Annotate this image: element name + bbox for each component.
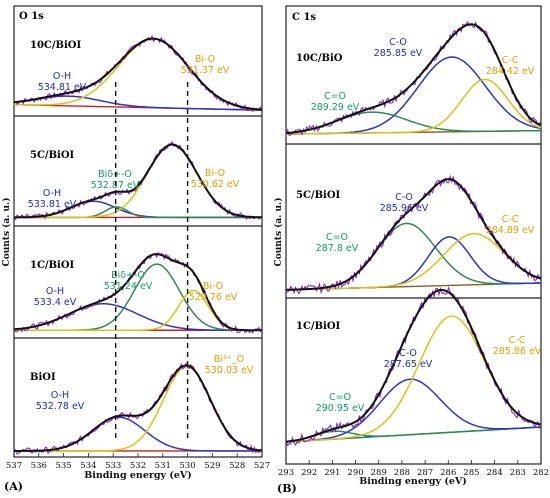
x-tick-label: 288: [394, 468, 410, 478]
x-tick-label: 531: [155, 461, 171, 471]
peak-name-label: Bi-O: [195, 54, 215, 65]
x-tick-label: 292: [301, 468, 317, 478]
peak-energy-label: 533.81 eV: [28, 199, 77, 210]
x-tick-label: 534: [80, 461, 96, 471]
x-tick-label: 286: [440, 468, 456, 478]
peak-energy-label: 530.03 eV: [205, 365, 254, 376]
peak-yellow: [286, 78, 542, 135]
panel-b-title: C 1s: [292, 12, 316, 23]
peak-name-label: C-O: [395, 192, 413, 203]
raw-spectrum: [286, 174, 542, 295]
peak-energy-label: 533.4 eV: [34, 297, 77, 308]
fitted-envelope: [285, 23, 542, 135]
peak-name-label: O-H: [46, 286, 64, 297]
x-tick-label: 535: [55, 461, 71, 471]
x-tick-label: 287: [417, 468, 433, 478]
peak-energy-label: 287.65 eV: [384, 359, 433, 370]
peak-name-label: C-O: [389, 37, 407, 48]
panel-a-title: O 1s: [19, 11, 44, 22]
peak-energy-label: 285.86 eV: [493, 346, 542, 357]
panel-a-y-label: Counts (a. u.): [1, 198, 12, 267]
panel-b-x-axis: 293 292 291 290 289 288 287 286 285 284 283 282: [278, 460, 549, 478]
panel-a-x-label: Binding energy (eV): [84, 470, 192, 481]
fitted-envelope: [14, 143, 262, 219]
x-tick-label: 532: [130, 461, 146, 471]
x-tick-label: 537: [6, 461, 22, 471]
peak-energy-label: 531.37 eV: [181, 65, 230, 76]
peak-name-label: O-H: [53, 71, 71, 82]
peak-energy-label: 530.62 eV: [191, 179, 240, 190]
peak-blue: [285, 378, 542, 443]
fitted-envelope: [13, 37, 263, 111]
peak-energy-label: 284.42 eV: [486, 66, 535, 77]
sample-label: 5C/BiOI: [296, 190, 341, 201]
x-tick-label: 293: [278, 468, 294, 478]
sample-label: 10C/BiOI: [30, 40, 81, 51]
panel-b-y-label: Counts (a. u.): [273, 198, 284, 267]
fitted-envelope: [14, 364, 263, 452]
fitted-envelope: [13, 253, 262, 332]
x-tick-label: 530: [179, 461, 195, 471]
x-tick-label: 289: [371, 468, 387, 478]
panel-a-tag: (A): [4, 480, 23, 493]
x-tick-label: 290: [347, 468, 363, 478]
sample-label: 10C/BiO: [296, 53, 343, 64]
peak-name-label: Biδ+-O: [111, 270, 145, 281]
peak-energy-label: 285.85 eV: [374, 48, 423, 59]
x-tick-label: 291: [324, 468, 340, 478]
panel-b-x-label: Binding energy (eV): [359, 476, 467, 487]
x-tick-label: 285: [463, 468, 479, 478]
peak-name-label: Bi-O: [205, 168, 225, 179]
peak-energy-label: 534.81 eV: [38, 82, 87, 93]
x-tick-label: 529: [204, 461, 220, 471]
sample-label: 1C/BiOI: [296, 321, 341, 332]
peak-name-label: O-H: [43, 188, 61, 199]
fitted-envelope: [285, 289, 542, 443]
peak-name-label: C=O: [326, 232, 348, 243]
peak-name-label: C-C: [502, 55, 519, 66]
peak-name-label: C=O: [324, 91, 346, 102]
x-tick-label: 283: [510, 468, 526, 478]
peak-name-label: Bi³⁺_O: [214, 354, 244, 365]
peak-energy-label: 287.8 eV: [316, 243, 359, 254]
peak-energy-label: 285.96 eV: [380, 203, 429, 214]
peak-energy-label: 531.24 eV: [104, 281, 153, 292]
peak-energy-label: 532.78 eV: [36, 401, 85, 412]
peak-name-label: C=O: [329, 392, 351, 403]
peak-name-label: O-H: [51, 390, 69, 401]
peak-energy-label: 529.76 eV: [189, 292, 238, 303]
x-tick-label: 527: [254, 461, 270, 471]
x-tick-label: 282: [533, 468, 549, 478]
peak-yellow: [285, 233, 542, 291]
sample-label: 1C/BiOI: [30, 260, 75, 271]
x-tick-label: 284: [487, 468, 503, 478]
panel-a-x-axis: 537 536 535 534 533 532 531 530 529 528 527: [6, 453, 270, 471]
peak-energy-label: 290.95 eV: [316, 403, 365, 414]
peak-energy-label: 284.89 eV: [486, 225, 535, 236]
x-tick-label: 536: [31, 461, 47, 471]
panel-b-frame: [285, 5, 542, 465]
x-tick-label: 533: [105, 461, 121, 471]
sample-label: BiOI: [30, 372, 56, 383]
x-tick-label: 528: [229, 461, 245, 471]
peak-name-label: C-O: [399, 348, 417, 359]
peak-name-label: Bi-O: [203, 281, 223, 292]
peak-energy-label: 289.29 eV: [311, 102, 360, 113]
peak-name-label: C-C: [509, 335, 526, 346]
fitted-envelope: [286, 178, 542, 291]
peak-name-label: C-C: [502, 214, 519, 225]
peak-blue: [14, 416, 262, 452]
sample-label: 5C/BiOI: [30, 150, 75, 161]
raw-spectrum: [285, 20, 542, 136]
panel-b-tag: (B): [277, 482, 297, 495]
